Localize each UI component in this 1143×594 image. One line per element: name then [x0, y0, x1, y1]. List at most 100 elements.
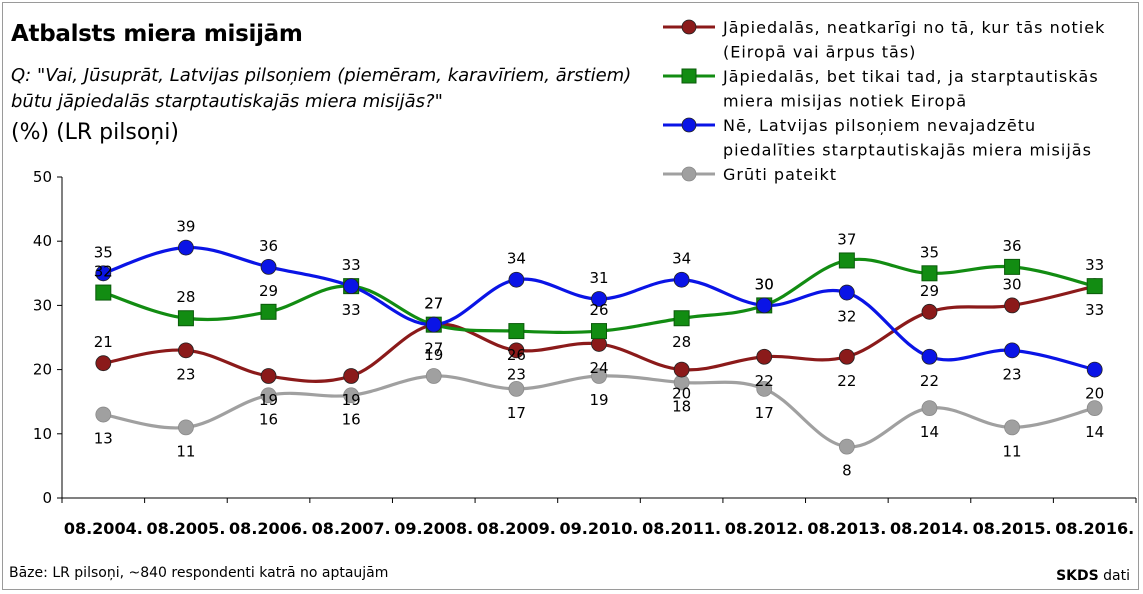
series-4-data-label: 13	[94, 430, 113, 448]
series-3-point	[343, 278, 360, 295]
source-suffix: dati	[1098, 568, 1130, 584]
series-3-point	[1004, 342, 1020, 359]
series-1-data-label: 29	[920, 282, 939, 300]
series-3-data-label: 31	[589, 269, 608, 287]
series-1-point	[178, 342, 194, 359]
series-3-point	[425, 316, 442, 333]
series-1-data-label: 24	[589, 359, 608, 377]
series-3-point	[95, 265, 112, 282]
series-4-point	[591, 368, 607, 384]
series-4-point	[756, 380, 773, 397]
series-1-point	[673, 361, 690, 378]
series-3-point	[921, 348, 938, 365]
y-tick-label: 30	[33, 296, 52, 314]
series-3-data-label: 36	[259, 237, 278, 255]
series-3-data-label: 35	[94, 243, 113, 261]
series-1-data-label: 23	[507, 365, 526, 383]
series-3-data-label: 27	[424, 295, 443, 313]
series-1-point	[921, 303, 938, 320]
series-4-data-label: 8	[842, 462, 852, 480]
series-2-data-label: 37	[837, 230, 856, 248]
y-tick-label: 40	[33, 232, 52, 250]
series-2-data-label: 30	[755, 275, 774, 293]
legend-label-2: Jāpiedalās, bet tikai tad, ja starptauti…	[722, 67, 1099, 86]
x-tick-label: 08.2004.	[64, 519, 143, 538]
legend-label-1: Jāpiedalās, neatkarīgi no tā, kur tās no…	[722, 18, 1105, 37]
series-1-point	[343, 368, 360, 384]
series-2-data-label: 32	[94, 263, 113, 281]
series-2-data-label: 33	[342, 301, 361, 319]
series-2-data-label: 33	[1085, 256, 1104, 274]
series-4-data-label: 19	[424, 346, 443, 364]
series-3-point	[260, 258, 277, 275]
series-3-data-label: 33	[342, 256, 361, 274]
series-1-data-label: 22	[837, 372, 856, 390]
series-4-data-label: 16	[342, 410, 361, 428]
series-4-data-label: 14	[920, 423, 939, 441]
series-1-data-label: 20	[672, 385, 691, 403]
series-2-data-label: 26	[507, 346, 526, 364]
series-3-data-label: 34	[672, 250, 691, 268]
series-1-data-label: 27	[424, 295, 443, 313]
series-2-data-label: 36	[1003, 237, 1022, 255]
chart-title: Atbalsts miera misijām	[11, 21, 303, 47]
series-1-data-label: 33	[1085, 301, 1104, 319]
source-brand: SKDS	[1056, 568, 1099, 584]
legend-marker-1	[681, 19, 697, 35]
series-1-point	[1004, 297, 1020, 314]
series-2-point	[95, 284, 112, 301]
series-2-point	[673, 310, 690, 327]
series-4-data-label: 11	[1003, 442, 1022, 460]
series-1-data-label: 23	[176, 365, 195, 383]
legend-label-3: piedalīties starptautiskajās miera misij…	[723, 141, 1092, 160]
series-1-data-label: 22	[755, 372, 774, 390]
x-tick-label: 08.2016.	[1055, 519, 1134, 538]
series-4-data-label: 11	[176, 442, 195, 460]
series-3-point	[673, 271, 690, 288]
series-2-point	[177, 310, 194, 327]
series-4-data-label: 16	[259, 410, 278, 428]
series-4-point	[425, 368, 442, 384]
series-line-4	[103, 374, 1096, 449]
series-1-point	[95, 355, 112, 372]
series-4-point	[1086, 400, 1103, 417]
series-3-point	[178, 239, 194, 256]
series-1-point	[756, 348, 773, 365]
legend-label-2: miera misijas notiek Eiropā	[723, 92, 967, 111]
series-2-point	[508, 323, 525, 340]
series-2-data-label: 35	[920, 243, 939, 261]
series-2-point	[260, 303, 277, 320]
legend-marker-4	[681, 166, 697, 182]
series-4-point	[508, 380, 525, 397]
series-3-data-label: 30	[755, 275, 774, 293]
x-tick-label: 08.2011.	[642, 519, 721, 538]
series-3-point	[1086, 361, 1103, 378]
y-tick-label: 0	[42, 489, 52, 507]
x-tick-label: 08.2014.	[890, 519, 969, 538]
series-1-point	[838, 348, 855, 365]
series-4-point	[921, 400, 938, 417]
x-tick-label: 08.2015.	[973, 519, 1052, 538]
series-3-data-label: 39	[176, 218, 195, 236]
series-3-point	[756, 297, 773, 314]
series-2-point	[921, 265, 938, 282]
x-tick-label: 08.2012.	[725, 519, 804, 538]
series-4-data-label: 17	[507, 404, 526, 422]
series-3-data-label: 20	[1085, 385, 1104, 403]
y-tick-label: 20	[33, 361, 52, 379]
series-3-data-label: 34	[507, 250, 526, 268]
series-4-point	[95, 406, 112, 423]
series-1-point	[260, 368, 277, 384]
series-1-data-label: 21	[94, 333, 113, 351]
series-4-point	[260, 387, 277, 404]
series-3-point	[508, 271, 525, 288]
legend-label-1: (Eiropā vai ārpus tās)	[723, 43, 916, 62]
series-4-point	[343, 387, 360, 404]
legend-label-4: Grūti pateikt	[723, 165, 837, 184]
series-3-data-label: 23	[1003, 365, 1022, 383]
series-4-data-label: 18	[672, 397, 691, 415]
series-2-data-label: 28	[176, 288, 195, 306]
